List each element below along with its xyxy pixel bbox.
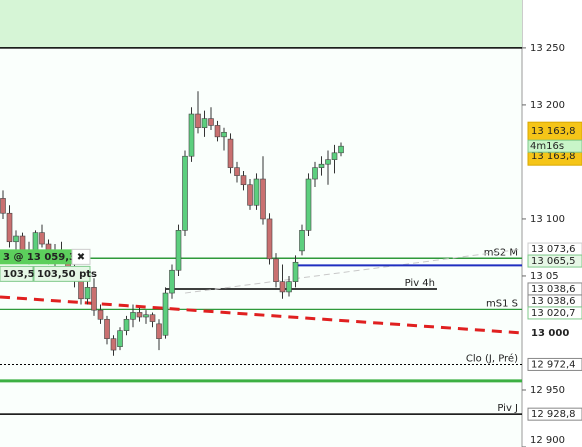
pnl-box [0,265,34,282]
candle-body [169,269,175,294]
level-label: Clo (J, Pré) [466,352,518,364]
pnl-points-box [33,265,91,282]
candle-body [201,118,208,129]
last-price-label: 13 163,8 [531,126,576,137]
candle-body [195,113,201,129]
candle-body [110,338,117,351]
candle-body [247,184,253,206]
candle-body [338,145,344,154]
price-tag [527,306,582,320]
candle-body [240,175,247,186]
candle-body [188,113,195,157]
order-title: 3 @ 13 059,3 [3,252,76,263]
trend-line [184,248,523,294]
candle-body [84,287,91,300]
candle-body [162,292,169,336]
price-tag-label: 13 065,5 [531,256,576,267]
close-icon[interactable]: ✖ [77,252,85,263]
price-tag [527,407,582,421]
price-tag-label: 13 073,6 [531,244,576,255]
candle-body [234,167,240,176]
price-tag [527,357,582,371]
level-label: mS2 M [484,247,518,258]
candle-body [292,261,299,282]
candle-body [130,312,136,320]
timer: 4m16s [530,141,564,152]
y-tick-label: 12 950 [530,385,565,396]
level-label: Piv J [497,403,518,414]
candle-body [136,312,143,318]
level-label: mS1 S [486,298,518,309]
candle-body [260,178,266,220]
candle-body [117,330,123,347]
candle-body [97,309,104,320]
candle-body [182,155,188,231]
level-label: Piv 4h [405,278,435,289]
candle-body [305,178,312,231]
candle-body [214,125,221,138]
candle-body [253,178,260,206]
candle-body [286,281,292,293]
candle-body [91,287,97,311]
candle-body [208,118,214,126]
candle-body [19,235,26,252]
timer-box [527,139,582,153]
candle-body [331,152,338,160]
order-box [0,249,72,265]
candle-body [143,314,149,318]
y-tick-label: 13 250 [530,43,565,54]
candle-body [221,131,227,138]
candle-body [312,167,318,180]
pnl-points: 103,50 pts [37,269,97,280]
candle-body [6,212,13,243]
y-tick-label: 13 05 [530,271,559,282]
price-tag-label: 13 038,6 [531,296,576,307]
pnl: 103,5 [3,269,35,280]
y-tick-label: 13 200 [530,100,565,111]
candle-body [13,235,19,243]
y-tick-label: 12 900 [530,435,565,446]
candle-body [149,314,156,322]
price-tag-label: 12 928,8 [531,409,576,420]
price-tag-label: 13 038,6 [531,284,576,295]
candle-body [123,318,130,331]
y-tick-label: 13 100 [530,214,565,225]
axis-background [522,0,582,447]
candle-body [318,163,325,168]
candle-body [325,159,331,165]
close-box[interactable] [71,248,91,265]
plot-background [0,0,522,447]
candle-body [175,230,182,271]
order-panel: 3 @ 13 059,3 ✖ 103,5 103,50 pts [0,248,97,282]
candle-body [104,318,110,339]
price-tag [527,326,582,340]
candle-body [273,258,279,282]
price-tag-label: 13 020,7 [531,308,576,319]
last-price-label: 13 163,8 [531,151,576,162]
candle-body [39,232,45,245]
upper-zone [0,0,522,48]
candle-body [266,218,273,260]
price-tag-label: 13 000 [531,328,569,339]
candle-body [0,198,6,214]
candle-body [156,323,162,339]
price-tag [527,254,582,268]
candle-body [227,138,234,168]
price-tag-label: 12 972,4 [531,359,576,370]
candle-body [299,230,305,252]
candle-body [279,281,286,293]
